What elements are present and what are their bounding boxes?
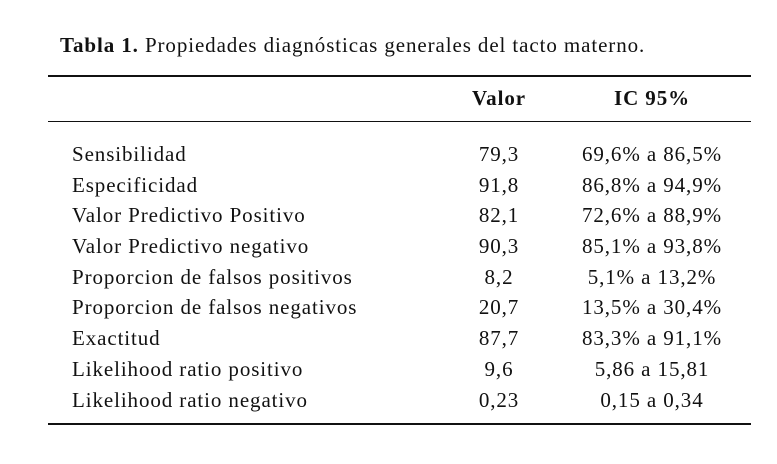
row-ci: 13,5% a 30,4%	[581, 295, 722, 320]
table-row: Likelihood ratio negativo 0,23 0,15 a 0,…	[0, 388, 777, 419]
column-header-value: Valor	[472, 86, 526, 110]
table-row: Especificidad 91,8 86,8% a 94,9%	[0, 173, 777, 204]
row-value: 0,23	[478, 387, 520, 412]
table-top-rule	[48, 75, 751, 77]
row-ci: 83,3% a 91,1%	[581, 326, 722, 351]
row-label: Sensibilidad	[72, 142, 187, 166]
row-value: 8,2	[484, 264, 514, 289]
row-value: 87,7	[478, 326, 520, 351]
row-value: 9,6	[484, 356, 514, 381]
row-label: Especificidad	[72, 172, 198, 197]
row-label: Valor Predictivo Positivo	[72, 203, 306, 228]
row-ci: 72,6% a 88,9%	[581, 203, 722, 228]
table-body: Sensibilidad 79,3 69,6% a 86,5% Especifi…	[0, 142, 777, 418]
table-caption-text: Propiedades diagnósticas generales del t…	[138, 33, 646, 57]
row-label: Exactitud	[72, 326, 161, 351]
row-ci: 0,15 a 0,34	[600, 387, 704, 412]
table-bottom-rule	[48, 423, 751, 425]
row-value: 90,3	[478, 234, 520, 259]
row-ci: 69,6% a 86,5%	[581, 142, 722, 166]
row-value: 79,3	[478, 142, 520, 166]
table-row: Likelihood ratio positivo 9,6 5,86 a 15,…	[0, 357, 777, 388]
table-row: Sensibilidad 79,3 69,6% a 86,5%	[0, 142, 777, 173]
table-row: Proporcion de falsos positivos 8,2 5,1% …	[0, 265, 777, 296]
row-ci: 86,8% a 94,9%	[581, 172, 722, 197]
row-ci: 5,86 a 15,81	[594, 356, 710, 381]
row-label: Likelihood ratio positivo	[72, 356, 304, 381]
table-row: Valor Predictivo Positivo 82,1 72,6% a 8…	[0, 203, 777, 234]
table-caption: Tabla 1. Propiedades diagnósticas genera…	[60, 33, 645, 58]
row-ci: 85,1% a 93,8%	[581, 234, 722, 259]
row-ci: 5,1% a 13,2%	[587, 264, 717, 289]
row-label: Proporcion de falsos negativos	[72, 295, 358, 320]
table-caption-lead: Tabla 1.	[60, 33, 139, 57]
table-row: Proporcion de falsos negativos 20,7 13,5…	[0, 295, 777, 326]
table-row: Exactitud 87,7 83,3% a 91,1%	[0, 326, 777, 357]
row-label: Proporcion de falsos positivos	[72, 264, 353, 289]
row-value: 20,7	[478, 295, 520, 320]
row-value: 91,8	[478, 172, 520, 197]
row-label: Valor Predictivo negativo	[72, 234, 310, 259]
table-header-rule	[48, 121, 751, 122]
table-row: Valor Predictivo negativo 90,3 85,1% a 9…	[0, 234, 777, 265]
row-label: Likelihood ratio negativo	[72, 387, 308, 412]
row-value: 82,1	[478, 203, 520, 228]
column-header-ci: IC 95%	[614, 86, 690, 110]
